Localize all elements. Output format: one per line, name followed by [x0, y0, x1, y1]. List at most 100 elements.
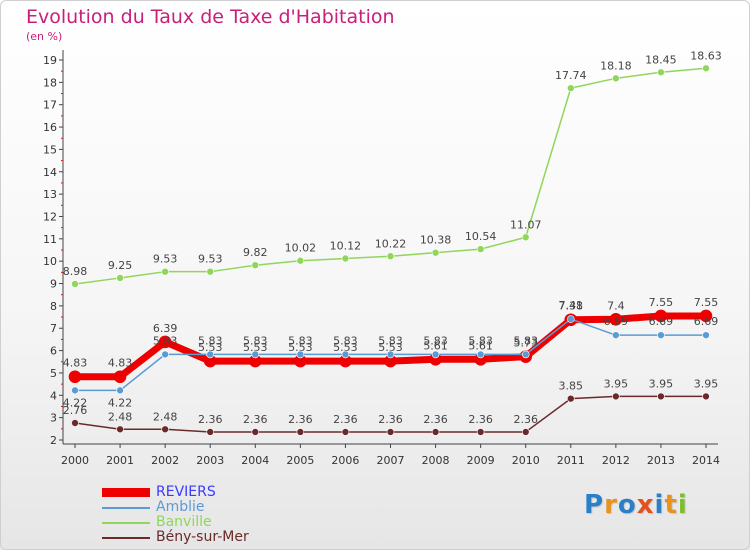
data-point [612, 331, 620, 339]
data-label: 2.36 [288, 413, 313, 426]
data-label: 4.22 [63, 396, 88, 409]
data-point [702, 392, 710, 401]
series-reviers: 4.83 4.83 6.39 5.53 5.53 5.53 5.53 5.53 5.61 5.61… [63, 296, 718, 384]
proxiti-logo: Proxiti [584, 490, 688, 520]
data-point [161, 425, 169, 434]
data-label: 5.83 [423, 334, 448, 347]
data-point [296, 256, 305, 265]
data-point [566, 394, 575, 403]
logo-letter: t [664, 490, 678, 520]
data-label: 7.55 [649, 296, 674, 309]
data-label: 4.83 [108, 357, 133, 370]
data-label: 5.53 [243, 341, 268, 354]
legend-item: REVIERS [102, 485, 249, 500]
y-tick-label: 7 [50, 322, 57, 335]
legend-swatch [102, 521, 150, 524]
data-label: 4.83 [63, 357, 88, 370]
data-point [296, 428, 305, 436]
data-point [251, 428, 260, 436]
y-tick-label: 4 [50, 389, 57, 402]
data-point [431, 248, 440, 257]
data-label: 5.61 [423, 339, 448, 352]
data-label: 7.4 [607, 299, 625, 312]
x-tick-label: 2002 [151, 454, 179, 467]
y-tick-label: 11 [43, 233, 57, 246]
data-label: 6.39 [153, 322, 178, 335]
chart-subtitle: (en %) [26, 30, 63, 43]
data-label: 5.73 [513, 337, 538, 350]
data-point [296, 350, 305, 359]
data-point [521, 428, 530, 436]
logo-letter: P [584, 490, 605, 520]
data-label: 5.83 [378, 334, 403, 347]
data-point [657, 331, 665, 339]
data-point [251, 261, 260, 270]
logo-letter: i [654, 490, 665, 520]
data-point [71, 386, 79, 395]
y-tick-label: 5 [50, 367, 57, 380]
data-point [116, 386, 124, 395]
data-point [251, 350, 260, 359]
logo-letter: i [677, 490, 688, 520]
data-label: 2.36 [378, 413, 403, 426]
data-point [161, 267, 169, 276]
x-tick-label: 2000 [61, 454, 89, 467]
data-label: 2.36 [198, 413, 223, 426]
x-tick-label: 2008 [422, 454, 450, 467]
data-point [341, 350, 350, 359]
series-amblie: 4.22 4.22 5.83 5.83 5.83 5.83 5.83 5.83 5.83 5.83… [63, 299, 719, 409]
chart-legend: REVIERS Amblie Banville Bény-sur-Mer [102, 485, 249, 545]
data-point [386, 252, 395, 261]
y-tick-label: 9 [50, 278, 57, 291]
data-label: 5.83 [333, 334, 358, 347]
x-tick-label: 2010 [512, 454, 540, 467]
data-label: 7.41 [559, 299, 584, 312]
data-label: 9.53 [153, 253, 178, 266]
legend-swatch [102, 536, 150, 539]
data-label: 8.98 [63, 265, 88, 278]
data-label: 7.38 [559, 300, 584, 313]
data-label: 2.36 [243, 413, 268, 426]
data-label: 5.83 [153, 334, 178, 347]
y-tick-label: 16 [43, 121, 57, 134]
data-label: 9.82 [243, 246, 268, 259]
x-tick-label: 2005 [286, 454, 314, 467]
data-point [566, 84, 575, 92]
data-label: 9.25 [108, 259, 133, 272]
data-point [158, 335, 172, 349]
y-tick-label: 8 [50, 300, 57, 313]
legend-label: Banville [156, 514, 212, 530]
data-point [161, 350, 169, 359]
data-label: 4.22 [108, 396, 133, 409]
y-tick-label: 18 [43, 76, 57, 89]
data-label: 5.53 [378, 341, 403, 354]
data-label: 6.69 [694, 315, 719, 328]
data-point [612, 392, 620, 401]
data-label: 6.69 [604, 315, 629, 328]
data-label: 2.48 [153, 410, 178, 423]
data-label: 5.53 [333, 341, 358, 354]
data-label: 17.74 [555, 69, 587, 82]
data-point [341, 254, 350, 263]
legend-item: Banville [102, 515, 249, 530]
data-point [609, 312, 623, 326]
data-label: 5.53 [288, 341, 313, 354]
legend-label: Bény-sur-Mer [156, 529, 249, 545]
data-point [612, 74, 620, 83]
data-point [68, 370, 82, 384]
data-label: 3.85 [559, 380, 584, 393]
data-point [71, 280, 79, 288]
data-point [341, 428, 350, 436]
data-label: 10.12 [330, 239, 362, 252]
legend-swatch [102, 488, 150, 497]
legend-swatch [102, 506, 150, 509]
y-tick-label: 2 [50, 434, 57, 447]
data-label: 9.53 [198, 253, 223, 266]
data-label: 10.02 [285, 242, 317, 255]
data-point [657, 392, 665, 401]
data-label: 18.18 [600, 59, 632, 72]
data-point [657, 68, 665, 77]
data-label: 2.36 [423, 413, 448, 426]
data-point [386, 350, 395, 359]
